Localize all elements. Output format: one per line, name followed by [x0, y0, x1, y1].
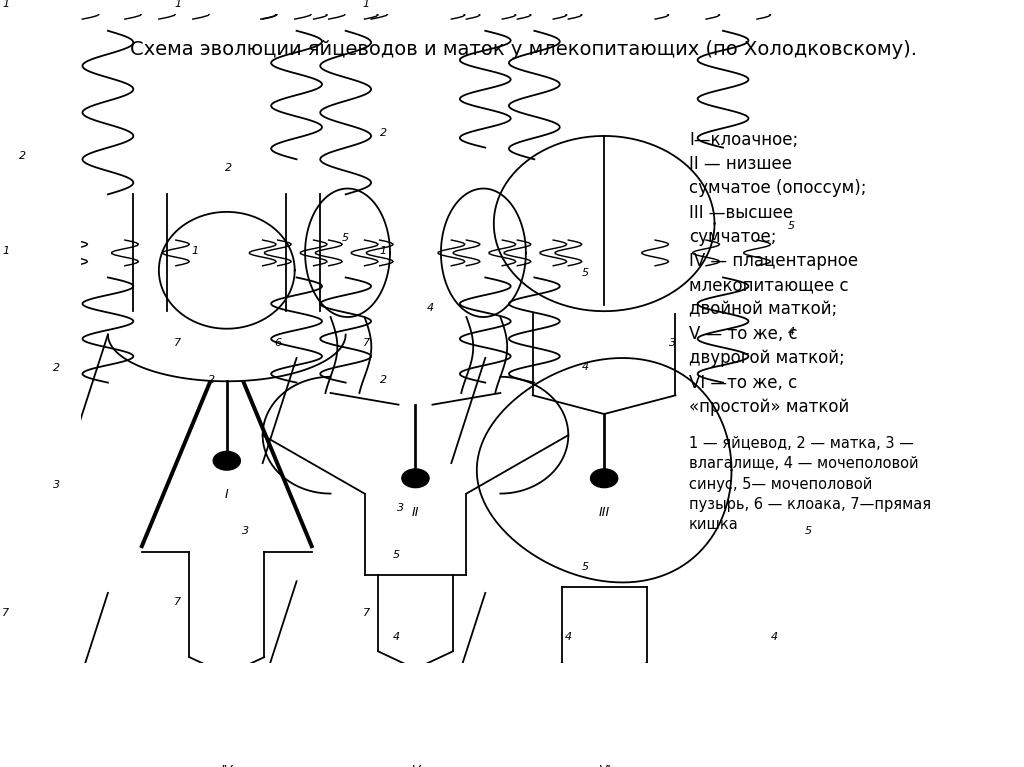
Text: 2: 2	[380, 128, 387, 138]
Circle shape	[213, 727, 241, 746]
Text: 2: 2	[225, 163, 232, 173]
Text: 1: 1	[380, 246, 387, 256]
Text: 2: 2	[380, 374, 387, 384]
Text: 5: 5	[393, 550, 400, 560]
Circle shape	[591, 469, 617, 488]
Text: IV: IV	[220, 764, 232, 767]
Text: 6: 6	[274, 338, 282, 348]
Text: 2: 2	[19, 151, 27, 161]
Text: VI: VI	[598, 764, 610, 767]
Text: 5: 5	[582, 561, 589, 571]
Text: 3: 3	[669, 338, 676, 348]
Text: Схема эволюции яйцеводов и маток у млекопитающих (по Холодковскому).: Схема эволюции яйцеводов и маток у млеко…	[130, 40, 918, 59]
Text: 4: 4	[582, 361, 589, 372]
Text: 7: 7	[362, 338, 370, 348]
Text: 5: 5	[805, 526, 811, 536]
Text: 1: 1	[362, 0, 370, 9]
Text: 3: 3	[397, 503, 403, 513]
Text: III: III	[599, 505, 609, 518]
Text: 7: 7	[174, 338, 181, 348]
Text: 4: 4	[787, 327, 795, 337]
Text: 5: 5	[787, 222, 795, 232]
Text: 5: 5	[582, 268, 589, 278]
Circle shape	[591, 727, 617, 746]
Text: 4: 4	[427, 303, 434, 313]
Text: 5: 5	[342, 233, 349, 243]
Text: 1: 1	[2, 0, 9, 9]
Text: 7: 7	[362, 608, 370, 618]
Polygon shape	[477, 358, 731, 582]
Text: II: II	[412, 505, 419, 518]
Circle shape	[401, 727, 429, 746]
Text: 2: 2	[208, 374, 215, 384]
Text: 1: 1	[174, 0, 181, 9]
Text: 7: 7	[2, 608, 9, 618]
Circle shape	[213, 452, 241, 470]
Circle shape	[401, 469, 429, 488]
Text: 4: 4	[393, 632, 400, 642]
Text: 4: 4	[770, 632, 777, 642]
Text: 3: 3	[242, 526, 249, 536]
Polygon shape	[494, 136, 715, 311]
Text: I—клоачное;
II — низшее
сумчатое (опоссум);
III —высшее
сумчатое;
IV — плацентар: I—клоачное; II — низшее сумчатое (опоссу…	[689, 130, 866, 416]
Text: 1 — яйцевод, 2 — матка, 3 —
влагалище, 4 — мочеполовой
синус, 5— мочеполовой
пуз: 1 — яйцевод, 2 — матка, 3 — влагалище, 4…	[689, 436, 931, 532]
Text: I: I	[225, 488, 228, 501]
Text: 7: 7	[174, 597, 181, 607]
Text: 1: 1	[2, 246, 9, 256]
Polygon shape	[159, 212, 295, 329]
Text: 2: 2	[53, 363, 60, 373]
Text: 3: 3	[53, 479, 60, 490]
Text: 4: 4	[565, 632, 571, 642]
Polygon shape	[441, 189, 526, 317]
Text: 1: 1	[191, 246, 199, 256]
Polygon shape	[305, 189, 390, 317]
Text: V: V	[412, 764, 420, 767]
